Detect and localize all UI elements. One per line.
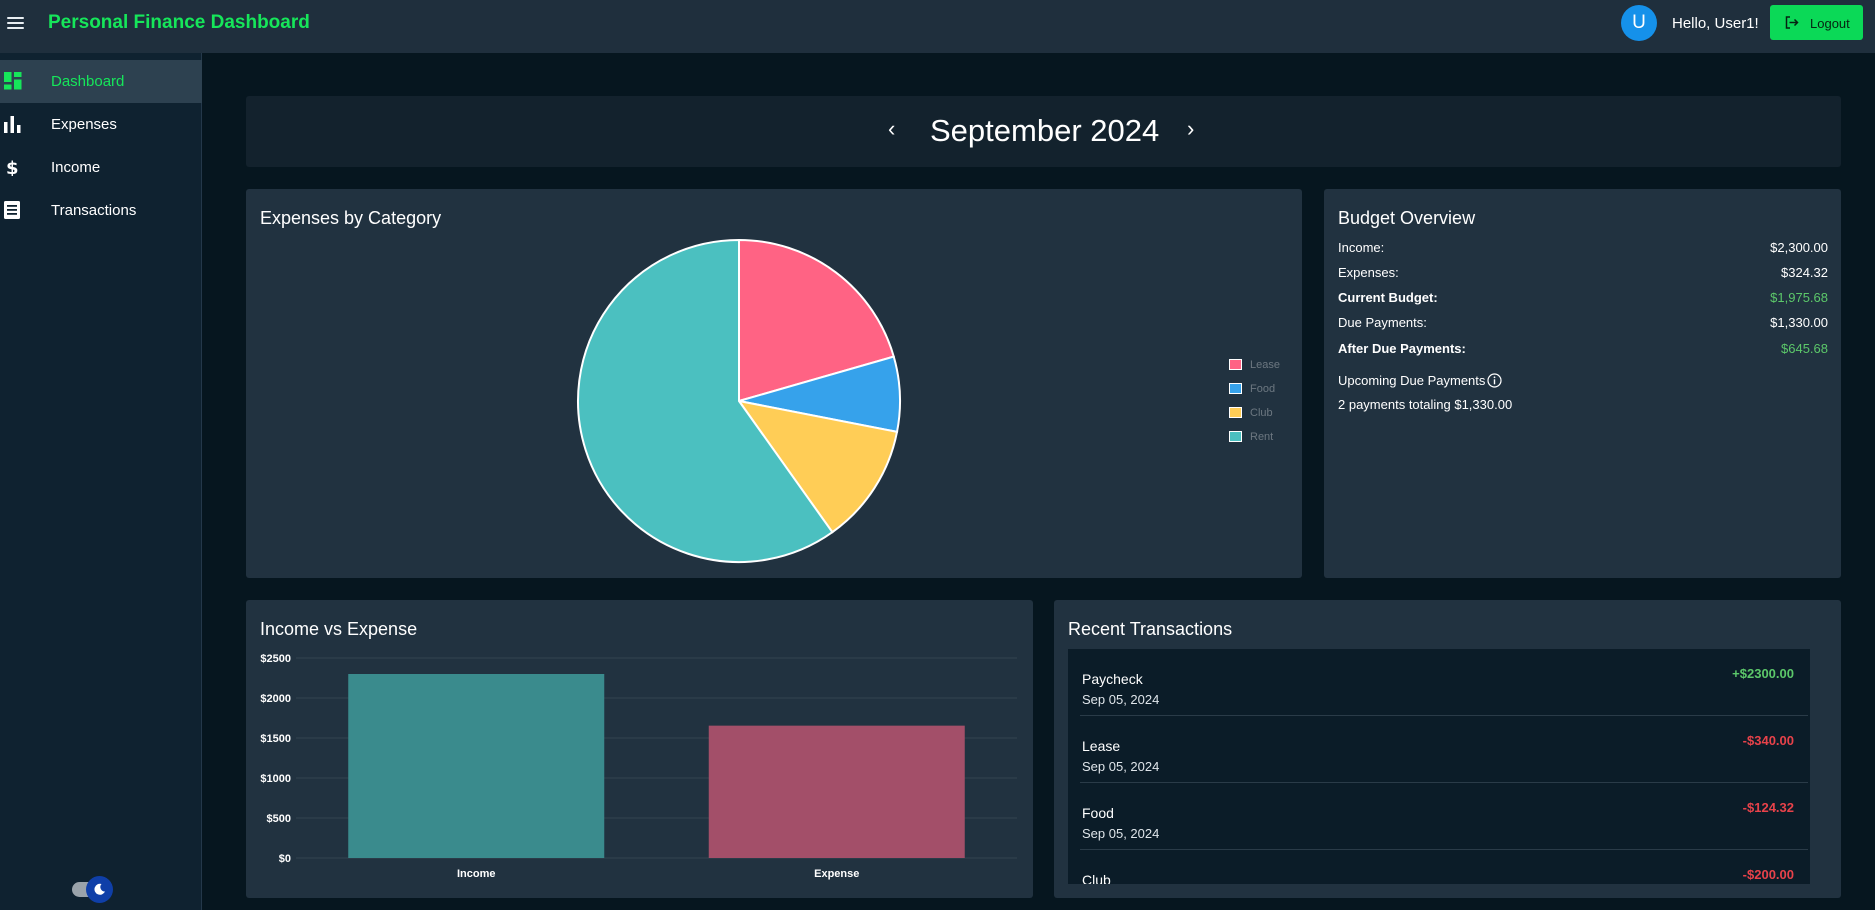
- upcoming-due-summary: 2 payments totaling $1,330.00: [1338, 397, 1513, 412]
- budget-row-expenses: Expenses: $324.32: [1338, 265, 1828, 285]
- top-bar: Personal Finance Dashboard U Hello, User…: [0, 0, 1875, 53]
- card-title: Expenses by Category: [260, 208, 442, 228]
- sidebar-item-label: Dashboard: [51, 73, 125, 90]
- x-tick-label: Expense: [814, 868, 859, 880]
- toggle-knob: [86, 876, 113, 903]
- transaction-amount: -$200.00: [1742, 867, 1794, 882]
- budget-overview-card: Budget Overview Income: $2,300.00 Expens…: [1324, 189, 1841, 578]
- transaction-item[interactable]: Club -$200.00: [1068, 850, 1808, 884]
- moon-icon: [94, 883, 105, 895]
- budget-value: $1,975.68: [1770, 290, 1828, 305]
- svg-text:$: $: [6, 158, 19, 176]
- transaction-amount: +$2300.00: [1732, 666, 1794, 681]
- transaction-amount: -$340.00: [1742, 733, 1794, 748]
- sidebar-item-label: Expenses: [51, 116, 117, 133]
- budget-value: $2,300.00: [1770, 240, 1828, 255]
- budget-label: After Due Payments:: [1338, 341, 1466, 356]
- sidebar: Dashboard Expenses $ Income Transactions: [0, 53, 202, 910]
- transaction-name: Food: [1082, 805, 1114, 821]
- recent-transactions-card: Recent Transactions Paycheck Sep 05, 202…: [1054, 600, 1841, 898]
- budget-row-after-due-payments: After Due Payments: $645.68: [1338, 341, 1828, 361]
- transaction-name: Lease: [1082, 738, 1121, 754]
- avatar[interactable]: U: [1621, 5, 1657, 41]
- budget-label: Expenses:: [1338, 265, 1399, 280]
- month-selector: ‹ September 2024 ›: [246, 96, 1841, 167]
- pie-chart: [577, 238, 901, 563]
- transaction-name: Club: [1082, 872, 1111, 884]
- budget-value: $324.32: [1781, 265, 1828, 280]
- card-title: Recent Transactions: [1068, 619, 1233, 639]
- bar-chart-icon: [4, 116, 21, 133]
- budget-label: Due Payments:: [1338, 315, 1427, 330]
- bar-expense[interactable]: [708, 725, 965, 858]
- sidebar-item-label: Income: [51, 159, 101, 176]
- transaction-date: Sep 05, 2024: [1082, 826, 1160, 841]
- logout-icon: [1785, 16, 1799, 29]
- bar-chart: $0 $500 $1000 $1500 $2000 $2500 Income Expense: [260, 653, 1017, 880]
- logout-button[interactable]: Logout: [1770, 5, 1863, 40]
- y-tick-label: $1000: [260, 773, 291, 785]
- sidebar-item-expenses[interactable]: Expenses: [0, 103, 202, 146]
- transactions-list: Paycheck Sep 05, 2024 +$2300.00 Lease Se…: [1068, 649, 1810, 884]
- transaction-item[interactable]: Food Sep 05, 2024 -$124.32: [1068, 783, 1808, 850]
- sidebar-item-transactions[interactable]: Transactions: [0, 189, 202, 232]
- budget-value: $1,330.00: [1770, 315, 1828, 330]
- sidebar-item-label: Transactions: [51, 202, 137, 219]
- transaction-amount: -$124.32: [1742, 800, 1794, 815]
- pie-slice-club[interactable]: [736, 399, 899, 534]
- sidebar-item-dashboard[interactable]: Dashboard: [0, 60, 202, 103]
- legend-label: Rent: [1250, 431, 1274, 443]
- legend-swatch: [1229, 431, 1242, 442]
- theme-toggle[interactable]: [72, 876, 118, 903]
- app-title: Personal Finance Dashboard: [48, 12, 310, 33]
- user-greeting: Hello, User1!: [1672, 15, 1759, 32]
- legend-label: Club: [1250, 407, 1273, 419]
- y-tick-label: $2500: [260, 653, 291, 665]
- transaction-date: Sep 05, 2024: [1082, 692, 1160, 707]
- transaction-item[interactable]: Paycheck Sep 05, 2024 +$2300.00: [1068, 649, 1808, 716]
- y-tick-label: $1500: [260, 733, 291, 745]
- pie-slice-lease[interactable]: [738, 238, 895, 403]
- budget-row-income: Income: $2,300.00: [1338, 240, 1828, 260]
- legend-label: Food: [1250, 383, 1276, 395]
- legend-label: Lease: [1250, 359, 1280, 371]
- income-vs-expense-card: Income vs Expense $0 $500 $1000 $1500 $2000 $…: [246, 600, 1033, 898]
- y-tick-label: $500: [267, 813, 291, 825]
- dollar-icon: $: [6, 158, 19, 176]
- current-month-label: September 2024: [930, 113, 1160, 148]
- y-tick-label: $0: [279, 853, 291, 865]
- legend-swatch: [1229, 383, 1242, 394]
- previous-month-button[interactable]: ‹: [888, 116, 896, 141]
- transaction-name: Paycheck: [1082, 671, 1143, 687]
- expenses-by-category-card: Expenses by Category Lease Food Club Ren…: [246, 189, 1302, 578]
- hamburger-menu-icon[interactable]: [7, 17, 24, 31]
- dashboard-icon: [4, 72, 22, 90]
- list-icon: [4, 201, 20, 219]
- sidebar-item-income[interactable]: $ Income: [0, 146, 202, 189]
- budget-row-due-payments: Due Payments: $1,330.00: [1338, 315, 1828, 335]
- transaction-item[interactable]: Lease Sep 05, 2024 -$340.00: [1068, 716, 1808, 783]
- card-title: Income vs Expense: [260, 619, 418, 639]
- budget-row-current-budget: Current Budget: $1,975.68: [1338, 290, 1828, 310]
- divider: [1080, 849, 1808, 850]
- legend-swatch: [1229, 359, 1242, 370]
- divider: [1080, 782, 1808, 783]
- info-icon[interactable]: [1487, 373, 1502, 388]
- budget-label: Current Budget:: [1338, 290, 1438, 305]
- budget-label: Income:: [1338, 240, 1385, 255]
- budget-value: $645.68: [1781, 341, 1828, 356]
- pie-slice-rent[interactable]: [577, 238, 834, 563]
- bar-income[interactable]: [348, 674, 605, 858]
- card-title: Budget Overview: [1338, 208, 1476, 228]
- x-tick-label: Income: [457, 868, 496, 880]
- transaction-date: Sep 05, 2024: [1082, 759, 1160, 774]
- logout-label: Logout: [1810, 16, 1850, 31]
- upcoming-due-title: Upcoming Due Payments: [1338, 373, 1486, 388]
- legend-swatch: [1229, 407, 1242, 418]
- y-tick-label: $2000: [260, 693, 291, 705]
- divider: [1080, 715, 1808, 716]
- next-month-button[interactable]: ›: [1187, 116, 1195, 141]
